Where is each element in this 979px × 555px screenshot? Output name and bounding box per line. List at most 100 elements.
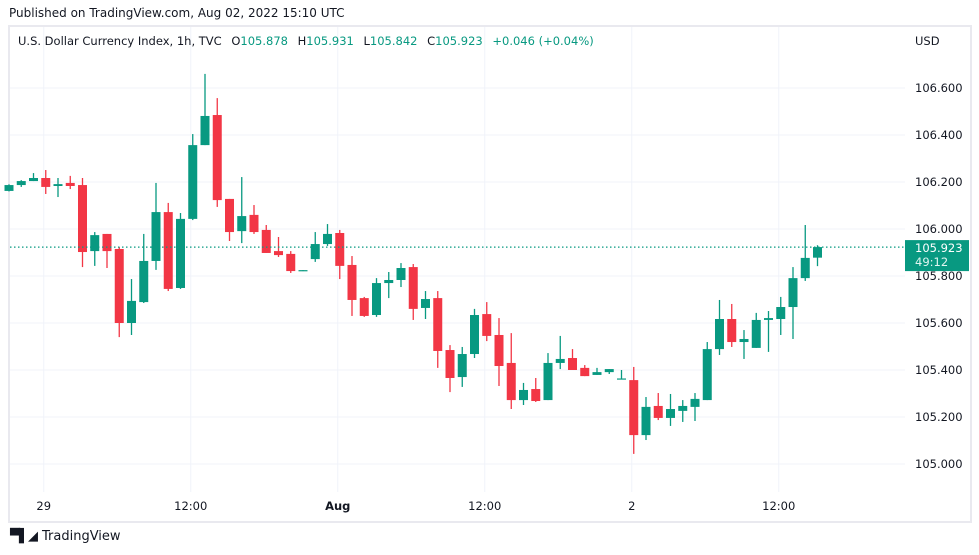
candle-up [457, 346, 467, 387]
candle-body [176, 218, 185, 288]
candle-body [580, 367, 590, 377]
low-value: 105.842 [369, 34, 418, 48]
candle-up [666, 393, 675, 426]
candle-up [739, 330, 749, 359]
candle-body [813, 247, 822, 258]
candle-down [531, 377, 541, 402]
candle-down [78, 178, 87, 268]
candle-down [494, 318, 504, 386]
candle-down [114, 247, 124, 338]
candle-body [372, 283, 381, 316]
candle-body [666, 409, 675, 418]
candle-body [519, 389, 528, 401]
candle-body [457, 354, 467, 378]
x-tick-label: 29 [36, 499, 51, 513]
candle-body [715, 319, 724, 350]
y-tick-label: 105.600 [915, 316, 963, 330]
candle-body [641, 406, 651, 436]
x-tick-label: 12:00 [762, 499, 795, 513]
candle-body [78, 185, 87, 253]
low-label: L [363, 34, 370, 48]
candle-body [678, 405, 688, 411]
candle-body [114, 248, 124, 323]
candle-up [678, 400, 688, 422]
candle-down [568, 349, 577, 370]
candle-up [16, 180, 26, 187]
candle-body [41, 178, 51, 187]
ohlc-legend: U.S. Dollar Currency Index, 1h, TVC O105… [18, 34, 594, 48]
candle-down [629, 366, 639, 454]
candle-up [372, 278, 381, 317]
brand-name[interactable]: TradingView [42, 529, 121, 544]
candle-body [310, 244, 320, 260]
candle-up [800, 225, 810, 281]
candle-body [788, 278, 798, 308]
candles [4, 73, 822, 454]
high-value: 105.931 [306, 34, 354, 48]
candle-up [53, 178, 63, 198]
y-tick-label: 106.200 [915, 175, 963, 189]
candle-up [298, 270, 308, 272]
candle-body [65, 182, 75, 186]
candle-up [139, 233, 149, 304]
candle-up [519, 382, 528, 406]
candle-body [151, 212, 161, 261]
y-tick-label: 106.600 [915, 81, 963, 95]
candle-down [482, 302, 492, 342]
candle-body [727, 319, 737, 343]
candle-body [90, 235, 100, 252]
symbol-title[interactable]: U.S. Dollar Currency Index, 1h, TVC [18, 34, 222, 48]
candle-down [102, 233, 112, 269]
candle-body [188, 145, 198, 219]
y-tick-label: 105.400 [915, 363, 963, 377]
current-price-label: 105.923 [915, 241, 963, 255]
bar-countdown-label: 49:12 [915, 255, 948, 269]
candle-down [347, 256, 357, 316]
candle-body [604, 369, 614, 373]
candle-body [531, 389, 541, 402]
candle-up [90, 232, 100, 266]
candle-body [4, 185, 14, 191]
candle-down [580, 365, 590, 377]
candle-up [776, 296, 786, 335]
chart-frame [8, 25, 972, 523]
axes: 106.600 106.400 106.200 106.000 105.800 105.6… [10, 81, 969, 513]
candle-body [482, 314, 492, 336]
candle-body [702, 349, 712, 401]
candle-body [237, 216, 247, 232]
candle-up [751, 312, 761, 348]
candle-body [764, 318, 773, 320]
candle-body [396, 268, 406, 280]
candle-down [212, 98, 222, 207]
candle-body [163, 212, 173, 289]
candle-body [298, 270, 308, 272]
candle-body [212, 115, 222, 201]
currency-label: USD [915, 34, 940, 48]
change-value: +0.046 (+0.04%) [492, 34, 594, 48]
candle-up [715, 299, 724, 355]
candle-body [555, 358, 565, 363]
candle-up [604, 369, 614, 374]
open-value: 105.878 [240, 34, 288, 48]
candle-body [617, 378, 626, 380]
high-label: H [297, 34, 307, 48]
candle-up [813, 245, 822, 267]
candle-body [568, 358, 577, 370]
candle-up [470, 308, 479, 359]
candle-down [433, 291, 443, 368]
candle-body [29, 178, 38, 182]
candle-body [543, 362, 553, 401]
current-price-badge [905, 240, 969, 272]
candle-down [653, 393, 663, 421]
candle-down [286, 251, 296, 273]
candle-body [776, 307, 786, 320]
candle-down [65, 175, 75, 190]
candle-body [335, 232, 345, 266]
candle-body [225, 198, 234, 233]
candle-down [445, 345, 455, 393]
candle-body [274, 251, 283, 256]
candle-body [739, 338, 749, 343]
candle-body [359, 298, 369, 316]
candle-up [176, 213, 185, 289]
